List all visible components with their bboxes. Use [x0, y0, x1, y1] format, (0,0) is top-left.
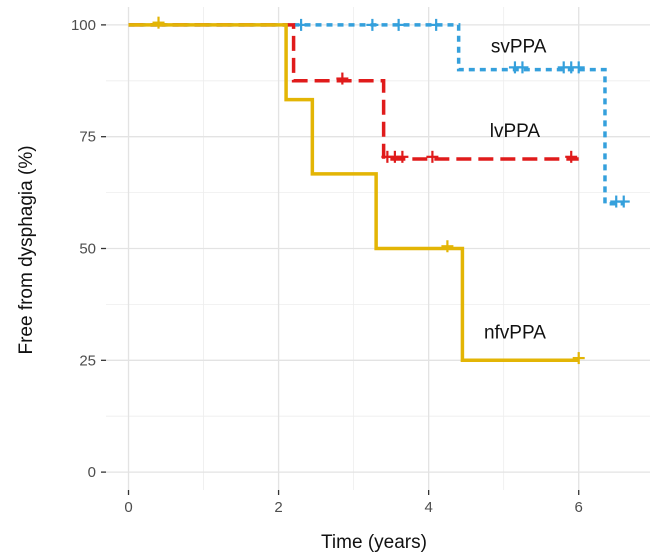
censor-marks [152, 16, 630, 365]
minor-gridlines [106, 7, 650, 490]
x-tick-label: 6 [575, 499, 583, 516]
censor-mark-nfvppa [441, 240, 454, 253]
series-line-nfvppa [128, 23, 579, 363]
x-tick-label: 0 [124, 499, 132, 516]
censor-mark-nfvppa [572, 352, 585, 365]
y-axis-title: Free from dysphagia (%) [16, 145, 37, 354]
series-annotation-lvppa: lvPPA [490, 121, 541, 142]
series-annotations: svPPA lvPPA nfvPPA [484, 36, 547, 343]
censor-mark-svppa [430, 18, 443, 31]
censor-mark-svppa [392, 18, 405, 31]
x-axis-title: Time (years) [321, 532, 427, 553]
censor-mark-svppa [617, 195, 630, 208]
censor-mark-lvppa [565, 150, 578, 163]
censor-mark-lvppa [396, 150, 409, 163]
censor-mark-lvppa [426, 150, 439, 163]
series-annotation-nfvppa: nfvPPA [484, 322, 546, 343]
y-tick-label: 0 [88, 464, 96, 481]
y-tick-label: 100 [71, 17, 96, 34]
series-annotation-svppa: svPPA [491, 36, 547, 57]
censor-mark-svppa [366, 18, 379, 31]
censor-mark-svppa [295, 18, 308, 31]
axes: 0 25 50 75 100 0 2 4 6 [71, 17, 583, 516]
y-tick-label: 75 [79, 129, 96, 146]
y-tick-label: 25 [79, 352, 96, 369]
censor-mark-svppa [572, 61, 585, 74]
censor-mark-nfvppa [152, 16, 165, 29]
y-tick-label: 50 [79, 241, 96, 258]
x-tick-label: 4 [424, 499, 432, 516]
censor-mark-lvppa [336, 72, 349, 85]
censor-mark-svppa [516, 61, 529, 74]
x-tick-label: 2 [274, 499, 282, 516]
